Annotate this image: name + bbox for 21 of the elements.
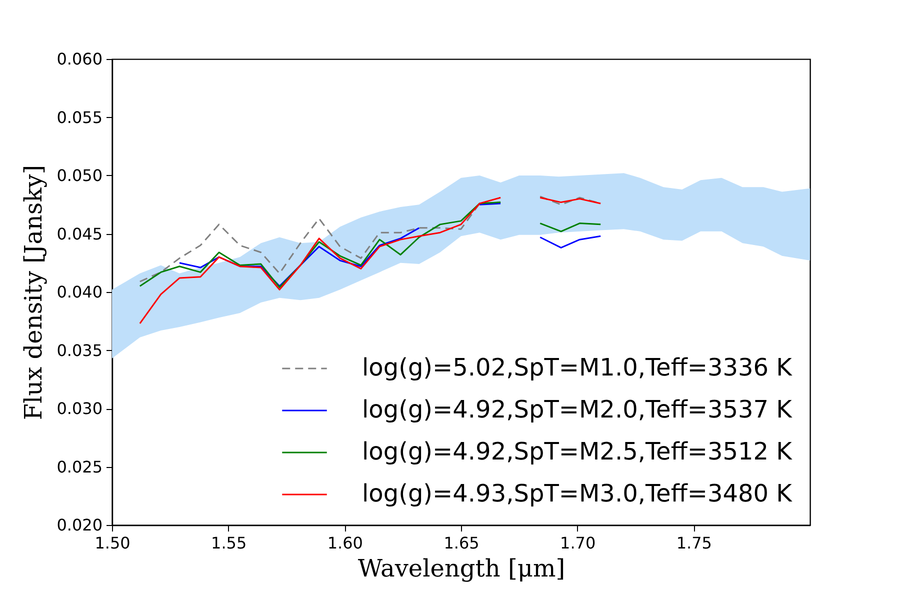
y-tick-label: 0.025 <box>56 457 102 476</box>
x-tick-label: 1.50 <box>94 534 130 552</box>
x-axis-title: Wavelength [μm] <box>358 554 566 582</box>
y-tick-label: 0.030 <box>56 399 102 418</box>
x-tick-label: 1.55 <box>211 534 247 552</box>
x-tick-label: 1.75 <box>676 534 712 552</box>
legend-label: log(g)=4.93,SpT=M3.0,Teff=3480 K <box>362 480 794 508</box>
y-tick-label: 0.055 <box>56 108 102 127</box>
y-axis-title: Flux density [Jansky] <box>20 164 48 420</box>
y-tick-label: 0.045 <box>56 224 102 244</box>
x-tick-label: 1.70 <box>560 534 596 552</box>
legend-label: log(g)=5.02,SpT=M1.0,Teff=3336 K <box>362 354 794 382</box>
y-tick-label: 0.040 <box>56 282 102 302</box>
y-tick-label: 0.060 <box>56 50 102 68</box>
y-tick-label: 0.035 <box>56 340 102 360</box>
legend-label: log(g)=4.92,SpT=M2.0,Teff=3537 K <box>362 396 794 424</box>
legend-label: log(g)=4.92,SpT=M2.5,Teff=3512 K <box>362 438 794 466</box>
x-tick-label: 1.60 <box>327 534 363 552</box>
x-tick-label: 1.65 <box>444 534 480 552</box>
y-tick-label: 0.020 <box>56 516 102 534</box>
y-tick-label: 0.050 <box>56 166 102 185</box>
